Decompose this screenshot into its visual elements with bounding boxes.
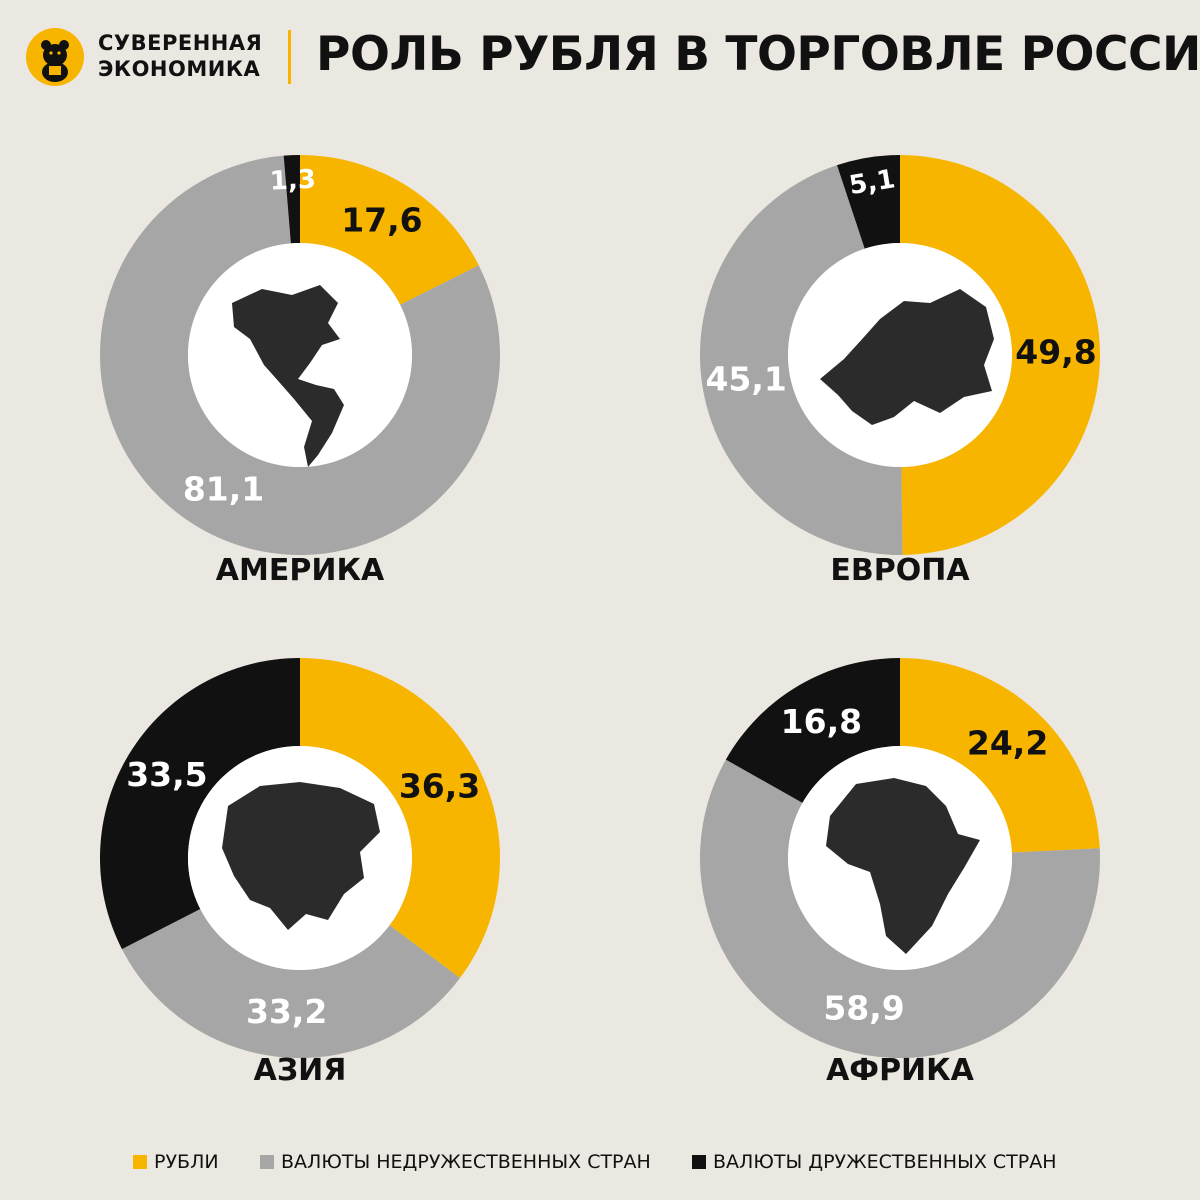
data-label: 33,5 (126, 755, 207, 794)
legend-item-unfriendly: ВАЛЮТЫ НЕДРУЖЕСТВЕННЫХ СТРАН (260, 1142, 651, 1182)
donut-chart: 17,6 81,1 1,3 (99, 155, 501, 556)
legend-item-rubles: РУБЛИ (133, 1142, 219, 1182)
europe-map-icon (820, 289, 994, 425)
data-label: 16,8 (781, 702, 862, 741)
data-label: 36,3 (399, 767, 480, 806)
logo (26, 28, 84, 86)
data-label: 33,2 (246, 992, 327, 1031)
africa-map-icon (826, 778, 980, 954)
slice-unfriendly (700, 759, 1100, 1058)
legend-swatch-rubles (133, 1155, 147, 1169)
slice-friendly (283, 155, 300, 244)
bear-icon (41, 40, 69, 82)
page-title: РОЛЬ РУБЛЯ В ТОРГОВЛЕ РОССИИ (316, 27, 1200, 82)
header: СУВЕРЕННАЯ ЭКОНОМИКА РОЛЬ РУБЛЯ В ТОРГОВ… (0, 0, 1200, 110)
data-label: 81,1 (183, 469, 264, 508)
legend: РУБЛИ ВАЛЮТЫ НЕДРУЖЕСТВЕННЫХ СТРАН ВАЛЮТ… (0, 1142, 1200, 1182)
slice-rubles (300, 155, 479, 305)
brand-line-2: ЭКОНОМИКА (98, 57, 261, 81)
chart-title: ЕВРОПА (830, 553, 970, 588)
legend-label-friendly: ВАЛЮТЫ ДРУЖЕСТВЕННЫХ СТРАН (713, 1151, 1057, 1173)
slice-rubles (900, 155, 1100, 555)
slice-friendly (837, 155, 900, 249)
data-label: 58,9 (823, 988, 904, 1027)
brand-line-1: СУВЕРЕННАЯ (98, 31, 263, 55)
legend-swatch-unfriendly (260, 1155, 274, 1169)
chart-title: АФРИКА (826, 1053, 974, 1088)
data-label: 5,1 (847, 164, 897, 201)
chart-title: АМЕРИКА (215, 553, 385, 588)
slice-unfriendly (699, 165, 903, 555)
donut-chart: 36,3 33,2 33,5 (99, 658, 500, 1058)
header-divider (288, 30, 291, 84)
slice-unfriendly (99, 155, 501, 556)
data-label: 49,8 (1015, 333, 1096, 372)
data-label: 24,2 (967, 724, 1048, 763)
brand-name: СУВЕРЕННАЯ ЭКОНОМИКА (98, 30, 262, 82)
slice-rubles (300, 658, 500, 979)
americas-map-icon (232, 285, 344, 467)
slice-unfriendly (121, 908, 460, 1058)
legend-label-unfriendly: ВАЛЮТЫ НЕДРУЖЕСТВЕННЫХ СТРАН (281, 1151, 651, 1173)
asia-map-icon (222, 782, 380, 930)
data-label: 1,3 (269, 165, 316, 197)
data-label: 17,6 (341, 201, 422, 240)
slice-friendly (725, 658, 900, 803)
slice-friendly (99, 658, 301, 950)
chart-title: АЗИЯ (253, 1053, 347, 1088)
donut-chart: 49,8 45,1 5,1 (699, 155, 1100, 555)
legend-swatch-friendly (692, 1155, 706, 1169)
slice-rubles (900, 658, 1100, 853)
data-label: 45,1 (705, 359, 786, 398)
donut-chart: 24,2 58,9 16,8 (700, 658, 1100, 1058)
legend-label-rubles: РУБЛИ (154, 1151, 219, 1173)
legend-item-friendly: ВАЛЮТЫ ДРУЖЕСТВЕННЫХ СТРАН (692, 1142, 1057, 1182)
